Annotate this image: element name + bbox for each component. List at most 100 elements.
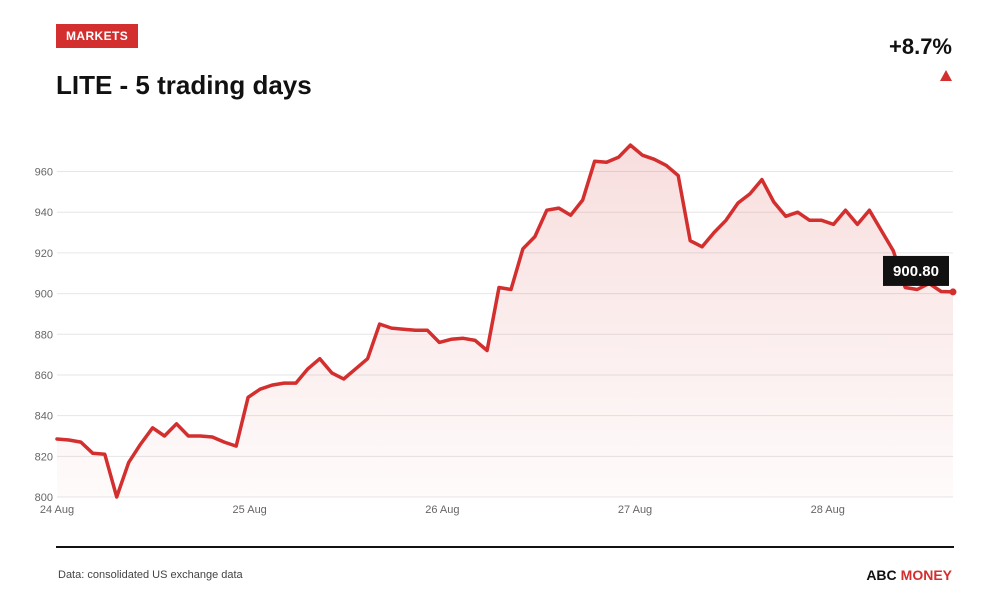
y-tick-label: 800 bbox=[35, 492, 53, 504]
price-line bbox=[55, 143, 955, 499]
data-point bbox=[665, 164, 668, 167]
data-point bbox=[712, 231, 716, 234]
x-tick-label: 28 Aug bbox=[811, 504, 845, 516]
data-point bbox=[700, 245, 704, 248]
y-tick-label: 920 bbox=[35, 248, 53, 260]
data-point bbox=[55, 437, 59, 441]
data-point bbox=[246, 396, 250, 399]
data-point bbox=[103, 453, 106, 456]
data-point bbox=[378, 322, 381, 326]
last-price-dot bbox=[949, 288, 957, 296]
data-point bbox=[677, 174, 680, 177]
data-point bbox=[915, 288, 919, 291]
source-note: Data: consolidated US exchange data bbox=[58, 569, 243, 581]
data-point bbox=[199, 434, 202, 438]
data-point bbox=[366, 357, 369, 360]
data-point bbox=[354, 367, 357, 371]
y-tick-label: 840 bbox=[35, 411, 53, 423]
brand-logo: ABC MONEY bbox=[866, 567, 952, 583]
data-point bbox=[820, 219, 823, 222]
data-point bbox=[91, 452, 95, 455]
price-chart: 800 820 840 860 880 900 920 940 960 24 Aug 25 Aug… bbox=[35, 143, 957, 516]
data-point bbox=[115, 495, 118, 499]
data-point bbox=[175, 422, 178, 425]
data-point bbox=[736, 201, 740, 205]
price-area bbox=[57, 145, 953, 497]
data-point bbox=[163, 434, 166, 438]
data-point bbox=[892, 249, 895, 253]
data-point bbox=[211, 435, 214, 439]
data-point bbox=[629, 143, 632, 147]
data-point bbox=[653, 158, 656, 161]
data-point bbox=[223, 440, 226, 444]
data-point bbox=[748, 192, 752, 196]
data-point bbox=[461, 337, 465, 340]
last-price-label: 900.80 bbox=[893, 263, 939, 280]
x-tick-label: 26 Aug bbox=[425, 504, 459, 516]
x-axis: 24 Aug 25 Aug 26 Aug 27 Aug 28 Aug bbox=[40, 504, 845, 516]
y-tick-label: 940 bbox=[35, 207, 53, 219]
data-point bbox=[808, 219, 811, 222]
data-point bbox=[868, 208, 871, 212]
chart-title: LITE - 5 trading days bbox=[56, 70, 312, 100]
data-point bbox=[258, 387, 262, 391]
data-point bbox=[414, 328, 417, 332]
data-point bbox=[342, 377, 345, 381]
data-point bbox=[856, 223, 859, 226]
data-point bbox=[235, 444, 238, 448]
up-arrow-icon bbox=[940, 70, 952, 81]
data-point bbox=[497, 286, 501, 289]
data-point bbox=[880, 229, 883, 232]
data-point bbox=[473, 339, 477, 342]
y-tick-label: 900 bbox=[35, 289, 53, 301]
data-point bbox=[760, 178, 764, 181]
x-tick-label: 24 Aug bbox=[40, 504, 74, 516]
data-point bbox=[724, 219, 728, 222]
last-price-label-box bbox=[883, 255, 949, 286]
data-point bbox=[772, 200, 775, 204]
section-badge: MARKETS bbox=[56, 24, 139, 48]
data-point bbox=[545, 208, 549, 212]
x-tick-label: 25 Aug bbox=[233, 504, 267, 516]
data-point bbox=[832, 223, 835, 226]
data-point bbox=[581, 198, 584, 202]
data-point bbox=[450, 338, 453, 341]
y-tick-label: 880 bbox=[35, 329, 53, 341]
y-tick-label: 820 bbox=[35, 451, 53, 463]
data-point bbox=[187, 434, 190, 438]
data-point bbox=[390, 326, 393, 330]
data-point bbox=[796, 210, 799, 214]
data-point bbox=[282, 381, 286, 385]
data-point bbox=[605, 161, 608, 164]
data-point bbox=[904, 286, 907, 289]
data-point bbox=[641, 154, 644, 157]
y-axis: 800 820 840 860 880 900 920 940 960 bbox=[35, 167, 53, 505]
data-point bbox=[939, 290, 943, 293]
data-point bbox=[151, 426, 154, 430]
data-point bbox=[67, 438, 71, 442]
data-point bbox=[402, 327, 405, 331]
data-point bbox=[784, 215, 787, 218]
y-tick-label: 860 bbox=[35, 370, 53, 382]
y-tick-label: 960 bbox=[35, 167, 53, 179]
data-point bbox=[79, 440, 83, 444]
change-percent: +8.7% bbox=[889, 34, 952, 59]
data-point bbox=[306, 367, 310, 371]
data-point bbox=[521, 247, 525, 251]
data-point bbox=[688, 239, 692, 242]
data-point bbox=[485, 349, 489, 352]
data-point bbox=[569, 214, 572, 217]
data-point bbox=[127, 461, 130, 464]
data-point bbox=[844, 208, 847, 212]
data-point bbox=[318, 357, 322, 360]
data-point bbox=[139, 442, 142, 446]
data-point bbox=[438, 341, 441, 344]
data-point bbox=[509, 288, 513, 291]
data-point bbox=[294, 381, 298, 385]
data-point bbox=[533, 235, 537, 238]
data-points bbox=[55, 143, 955, 499]
data-point bbox=[270, 383, 274, 387]
footer-divider bbox=[56, 546, 954, 548]
data-point bbox=[557, 206, 560, 210]
data-point bbox=[330, 371, 333, 375]
